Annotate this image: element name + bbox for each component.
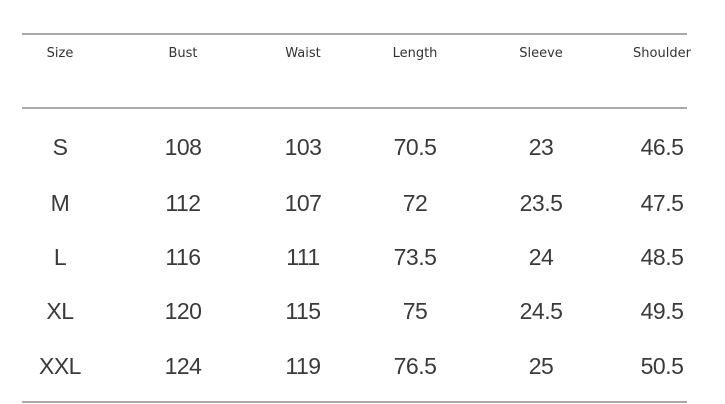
table-cell-length: 72 [402, 190, 428, 216]
table-cell-bust: 112 [165, 190, 201, 216]
top-rule [22, 33, 687, 35]
table-cell-size: M [50, 190, 70, 216]
table-cell-sleeve: 23.5 [519, 190, 563, 216]
table-cell-shoulder: 46.5 [640, 134, 684, 160]
table-cell-waist: 111 [286, 244, 320, 270]
column-header-size: Size [46, 46, 74, 61]
table-cell-length: 76.5 [393, 353, 437, 379]
table-cell-bust: 124 [164, 353, 202, 379]
column-header-waist: Waist [285, 46, 321, 61]
table-cell-bust: 116 [165, 244, 201, 270]
bottom-rule [22, 401, 687, 403]
table-cell-sleeve: 24 [528, 244, 554, 270]
table-cell-waist: 107 [284, 190, 322, 216]
table-cell-waist: 119 [285, 353, 321, 379]
table-cell-sleeve: 25 [528, 353, 554, 379]
table-cell-bust: 120 [164, 298, 202, 324]
table-cell-shoulder: 47.5 [640, 190, 684, 216]
table-cell-sleeve: 23 [528, 134, 554, 160]
table-cell-size: XL [46, 298, 74, 324]
table-cell-length: 70.5 [393, 134, 437, 160]
table-cell-sleeve: 24.5 [519, 298, 563, 324]
table-cell-size: XXL [39, 353, 81, 379]
table-cell-length: 73.5 [393, 244, 437, 270]
column-header-bust: Bust [168, 46, 198, 61]
column-header-shoulder: Shoulder [633, 46, 691, 61]
column-header-sleeve: Sleeve [519, 46, 563, 61]
header-rule [22, 107, 687, 109]
table-cell-size: L [53, 244, 67, 270]
table-cell-length: 75 [402, 298, 428, 324]
column-header-length: Length [392, 46, 438, 61]
table-cell-shoulder: 49.5 [640, 298, 684, 324]
table-cell-waist: 103 [284, 134, 322, 160]
table-cell-bust: 108 [164, 134, 202, 160]
table-cell-shoulder: 50.5 [640, 353, 684, 379]
table-cell-size: S [52, 134, 68, 160]
table-cell-shoulder: 48.5 [640, 244, 684, 270]
table-cell-waist: 115 [285, 298, 321, 324]
